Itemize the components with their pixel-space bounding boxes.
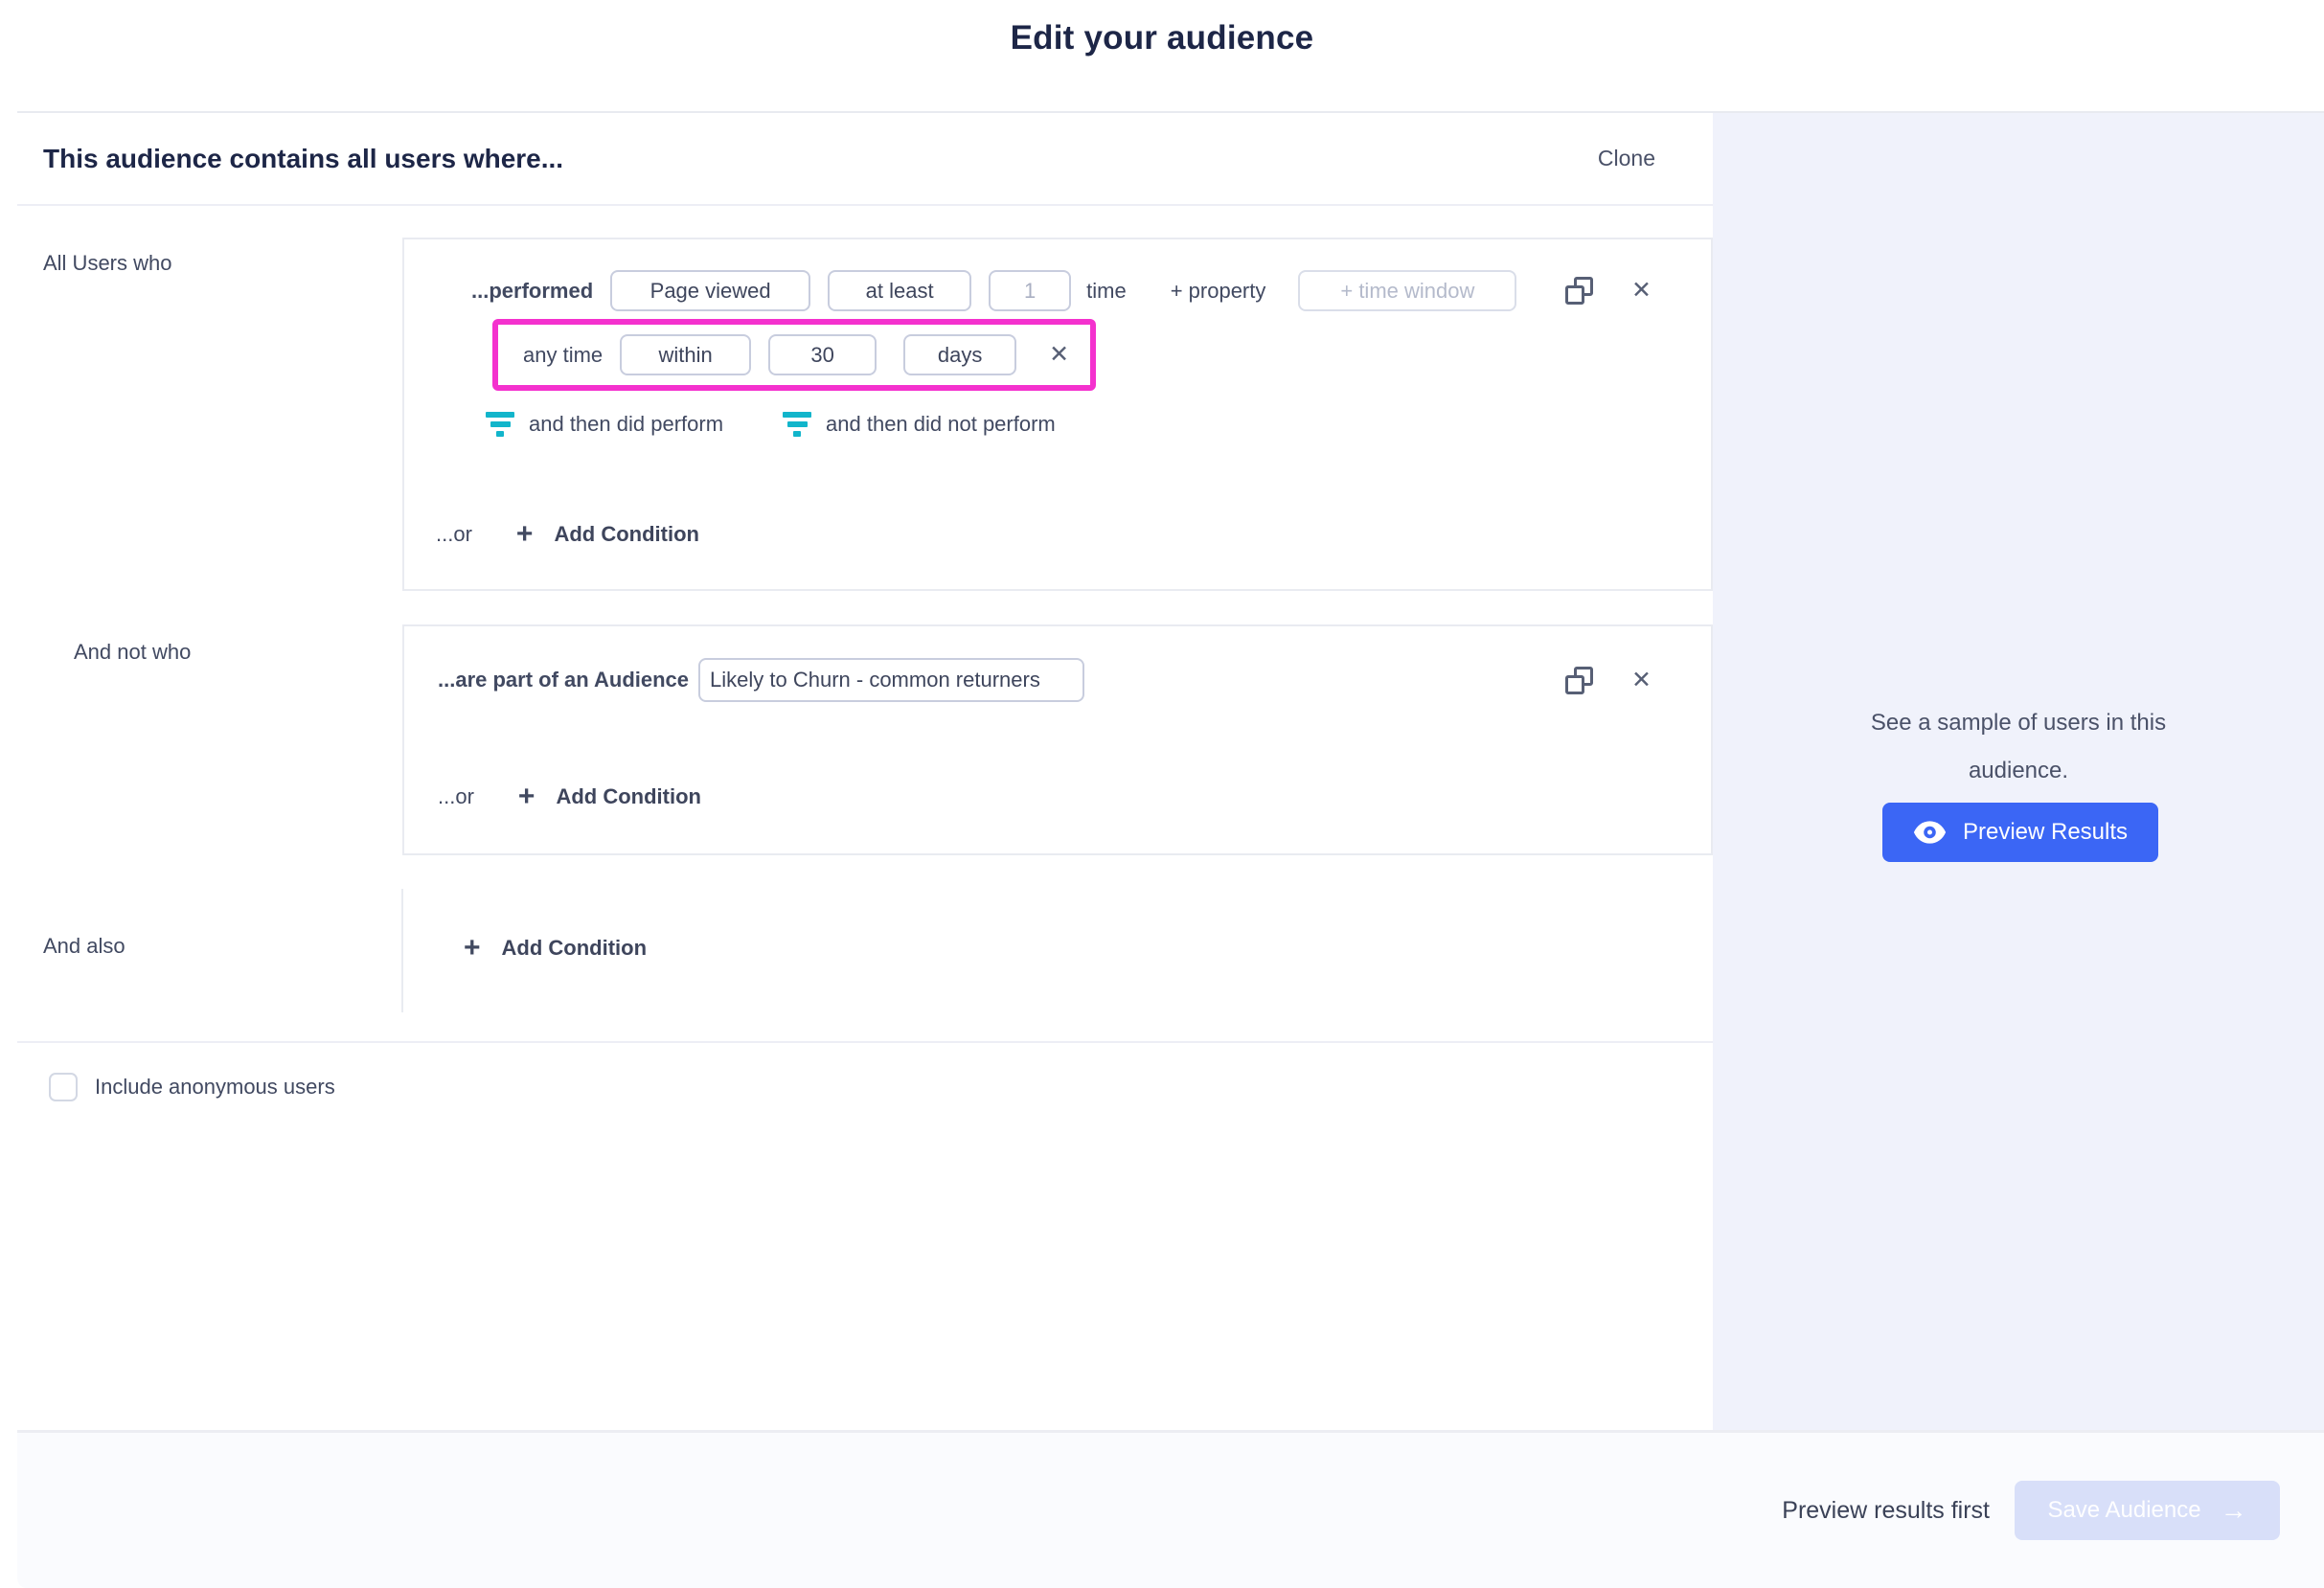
audience-select[interactable]: Likely to Churn - common returners [698, 658, 1085, 702]
preview-results-label: Preview Results [1962, 819, 2129, 845]
condition-actions: ✕ [1565, 277, 1652, 305]
include-anonymous-row: Include anonymous users [49, 1073, 335, 1101]
footer-hint: Preview results first [1782, 1496, 1990, 1524]
performed-prefix: ...performed [471, 278, 594, 303]
remove-time-filter-icon[interactable]: ✕ [1049, 341, 1070, 368]
section-label-and-not-who: And not who [74, 640, 192, 664]
audience-prefix: ...are part of an Audience [438, 668, 690, 692]
time-comparison-select[interactable]: within [620, 334, 752, 375]
footer-bar: Preview results first Save Audience → [17, 1430, 2324, 1588]
save-audience-label: Save Audience [2047, 1497, 2201, 1523]
or-label: ...or [436, 522, 472, 546]
audience-header-row: This audience contains all users where..… [17, 113, 1713, 206]
anonymous-section-divider [17, 1041, 1713, 1043]
time-filter-prefix: any time [523, 342, 604, 367]
count-input[interactable]: 1 [989, 270, 1072, 311]
audience-condition-row: ...are part of an Audience Likely to Chu… [404, 658, 1711, 702]
audience-rule-heading: This audience contains all users where..… [43, 143, 564, 173]
performed-condition-row: ...performed Page viewed at least 1 time… [404, 270, 1711, 311]
event-select[interactable]: Page viewed [610, 270, 811, 311]
duplicate-condition-icon[interactable] [1565, 277, 1594, 305]
and-also-divider [401, 889, 403, 1012]
preview-panel: See a sample of users in this audience. … [1713, 113, 2324, 1430]
top-divider [17, 111, 2324, 113]
funnel-icon [783, 412, 812, 437]
or-add-condition-row: ...or + Add Condition [438, 783, 701, 811]
plus-icon: + [464, 932, 481, 964]
preview-panel-message: See a sample of users in this audience. [1870, 710, 2167, 783]
add-condition-label: Add Condition [556, 784, 701, 808]
operator-select[interactable]: at least [828, 270, 972, 311]
eye-icon [1913, 821, 1947, 844]
section-label-all-users-who: All Users who [43, 251, 172, 275]
add-condition-label: Add Condition [554, 522, 699, 546]
then-did-not-perform-link[interactable]: and then did not perform [826, 412, 1056, 436]
include-anonymous-label: Include anonymous users [95, 1075, 335, 1099]
include-anonymous-checkbox[interactable] [49, 1073, 78, 1101]
then-did-perform-link[interactable]: and then did perform [529, 412, 724, 436]
then-links-row: and then did perform and then did not pe… [486, 412, 1056, 437]
time-unit-select[interactable]: days [903, 334, 1017, 375]
plus-icon: + [515, 518, 534, 550]
remove-condition-icon[interactable]: ✕ [1631, 277, 1652, 304]
condition-card-performed: ...performed Page viewed at least 1 time… [402, 238, 1713, 591]
duplicate-condition-icon[interactable] [1565, 666, 1594, 694]
time-filter-highlighted-group: any time within 30 days ✕ [492, 319, 1097, 391]
or-label: ...or [438, 784, 474, 808]
add-property-button[interactable]: + property [1170, 278, 1266, 303]
arrow-right-icon: → [2220, 1495, 2247, 1525]
page-title: Edit your audience [1010, 19, 1314, 57]
time-value-input[interactable]: 30 [768, 334, 877, 375]
add-condition-button[interactable]: + Add Condition [464, 934, 647, 963]
clone-button[interactable]: Clone [1597, 146, 1655, 170]
add-condition-label: Add Condition [501, 936, 648, 960]
add-condition-button[interactable]: + Add Condition [518, 783, 701, 811]
time-window-input[interactable]: + time window [1298, 270, 1517, 311]
remove-condition-icon[interactable]: ✕ [1631, 666, 1652, 693]
plus-icon: + [517, 781, 535, 812]
funnel-icon [486, 412, 514, 437]
count-unit-label: time [1086, 278, 1127, 303]
section-label-and-also: And also [43, 934, 125, 958]
add-condition-button[interactable]: + Add Condition [516, 520, 699, 549]
condition-actions: ✕ [1565, 666, 1652, 694]
preview-results-button[interactable]: Preview Results [1882, 803, 2158, 862]
condition-card-audience: ...are part of an Audience Likely to Chu… [402, 624, 1713, 855]
save-audience-button[interactable]: Save Audience → [2015, 1481, 2280, 1540]
or-add-condition-row: ...or + Add Condition [436, 520, 699, 549]
